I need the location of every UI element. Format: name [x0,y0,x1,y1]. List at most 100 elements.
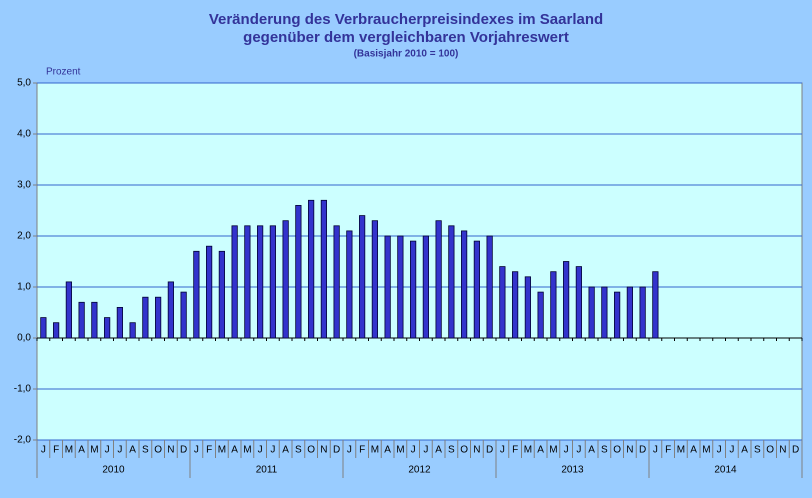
x-tick-label: N [626,445,633,456]
bar [155,296,162,339]
x-tick-label: A [537,445,544,456]
x-tick-label: J [653,445,658,456]
x-tick-label: J [564,445,569,456]
bar [104,317,111,339]
bar [422,235,429,339]
x-tick-label: D [333,445,340,456]
x-tick-label: O [766,445,774,456]
bar [320,199,327,339]
y-tick-label: 5,0 [17,78,31,89]
bar [384,235,391,339]
bar [116,306,123,339]
x-tick-label: A [741,445,748,456]
y-axis-label: Prozent [46,67,81,78]
x-tick-label: A [384,445,391,456]
x-tick-label: J [117,445,122,456]
x-tick-label: A [231,445,238,456]
x-tick-label: F [512,445,518,456]
bar [435,220,442,339]
year-label: 2014 [714,465,737,476]
bar [486,235,493,339]
y-tick-label: 4,0 [17,129,31,140]
y-tick-label: 0,0 [17,333,31,344]
x-tick-label: M [524,445,532,456]
x-tick-label: M [218,445,226,456]
bar [346,230,353,339]
bar [129,322,136,339]
x-tick-label: M [677,445,685,456]
bar [91,301,98,339]
bar [397,235,404,339]
bar [295,204,302,339]
x-tick-label: F [665,445,671,456]
bar [282,220,289,339]
bar [563,261,570,339]
x-tick-label: M [90,445,98,456]
bar [499,266,506,339]
y-tick-label: -2,0 [14,435,32,446]
x-tick-label: N [779,445,786,456]
x-tick-label: N [167,445,174,456]
bar [410,240,417,339]
bar [269,225,276,339]
x-tick-label: M [396,445,404,456]
bar [601,286,608,339]
y-tick-label: 1,0 [17,282,31,293]
x-tick-label: M [549,445,557,456]
year-label: 2013 [561,465,584,476]
chart-note: (Basisjahr 2010 = 100) [354,49,459,60]
x-tick-label: S [754,445,761,456]
x-tick-label: M [65,445,73,456]
x-tick-label: A [690,445,697,456]
x-tick-label: J [729,445,734,456]
bar [359,215,366,339]
bar [652,271,659,339]
bar [180,291,187,339]
bar [257,225,264,339]
x-tick-label: S [601,445,608,456]
x-tick-label: J [194,445,199,456]
bar [614,291,621,339]
x-tick-label: N [473,445,480,456]
y-tick-label: 2,0 [17,231,31,242]
x-tick-label: J [105,445,110,456]
year-label: 2010 [102,465,125,476]
bar [231,225,238,339]
bar [333,225,340,339]
x-tick-label: S [142,445,149,456]
plot-area [36,82,803,441]
x-tick-label: D [639,445,646,456]
x-tick-label: J [423,445,428,456]
bar [218,250,225,339]
x-tick-label: D [486,445,493,456]
bar [142,296,149,339]
x-tick-label: O [307,445,315,456]
x-tick-label: F [53,445,59,456]
bar [575,266,582,339]
x-tick-label: J [258,445,263,456]
chart-subtitle: gegenüber dem vergleichbaren Vorjahreswe… [243,29,569,46]
x-tick-label: A [282,445,289,456]
x-tick-label: J [411,445,416,456]
bar [473,240,480,339]
year-label: 2012 [408,465,431,476]
bar [193,250,200,339]
x-tick-label: A [435,445,442,456]
x-tick-label: J [717,445,722,456]
bar [512,271,519,339]
x-tick-label: M [243,445,251,456]
y-tick-label: -1,0 [14,384,32,395]
x-tick-label: D [180,445,187,456]
bar [65,281,72,339]
x-tick-label: J [576,445,581,456]
x-tick-label: S [295,445,302,456]
x-tick-label: O [613,445,621,456]
x-tick-label: N [320,445,327,456]
bar [78,301,85,339]
y-tick-label: 3,0 [17,180,31,191]
x-tick-label: J [500,445,505,456]
bar [244,225,251,339]
bar [550,271,557,339]
bar [167,281,174,339]
bar [626,286,633,339]
